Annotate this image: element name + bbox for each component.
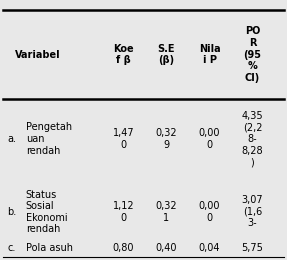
Text: 0,00
0: 0,00 0 <box>199 128 220 150</box>
Text: 1,47
0: 1,47 0 <box>113 128 134 150</box>
Text: 1,12
0: 1,12 0 <box>113 201 134 223</box>
Text: 0,00
0: 0,00 0 <box>199 201 220 223</box>
Text: Variabel: Variabel <box>15 50 60 60</box>
Text: 0,04: 0,04 <box>199 243 220 253</box>
Text: 0,80: 0,80 <box>113 243 134 253</box>
Text: 0,40: 0,40 <box>156 243 177 253</box>
Text: Pola asuh: Pola asuh <box>26 243 73 253</box>
Text: a.: a. <box>7 134 16 144</box>
Text: 0,32
1: 0,32 1 <box>156 201 177 223</box>
Text: Koe
f β: Koe f β <box>113 44 134 66</box>
Text: 4,35
(2,2
8-
8,28
): 4,35 (2,2 8- 8,28 ) <box>242 111 263 167</box>
Text: Status
Sosial
Ekonomi
rendah: Status Sosial Ekonomi rendah <box>26 190 67 234</box>
Text: Pengetah
uan
rendah: Pengetah uan rendah <box>26 122 72 156</box>
Text: 5,75: 5,75 <box>242 243 263 253</box>
Text: Nila
i P: Nila i P <box>199 44 220 66</box>
Text: b.: b. <box>7 207 16 217</box>
Text: S.E
(β): S.E (β) <box>158 44 175 66</box>
Text: c.: c. <box>7 243 15 253</box>
Text: 3,07
(1,6
3-: 3,07 (1,6 3- <box>242 195 263 229</box>
Text: 0,32
9: 0,32 9 <box>156 128 177 150</box>
Text: PO
R
(95
%
CI): PO R (95 % CI) <box>244 27 261 83</box>
